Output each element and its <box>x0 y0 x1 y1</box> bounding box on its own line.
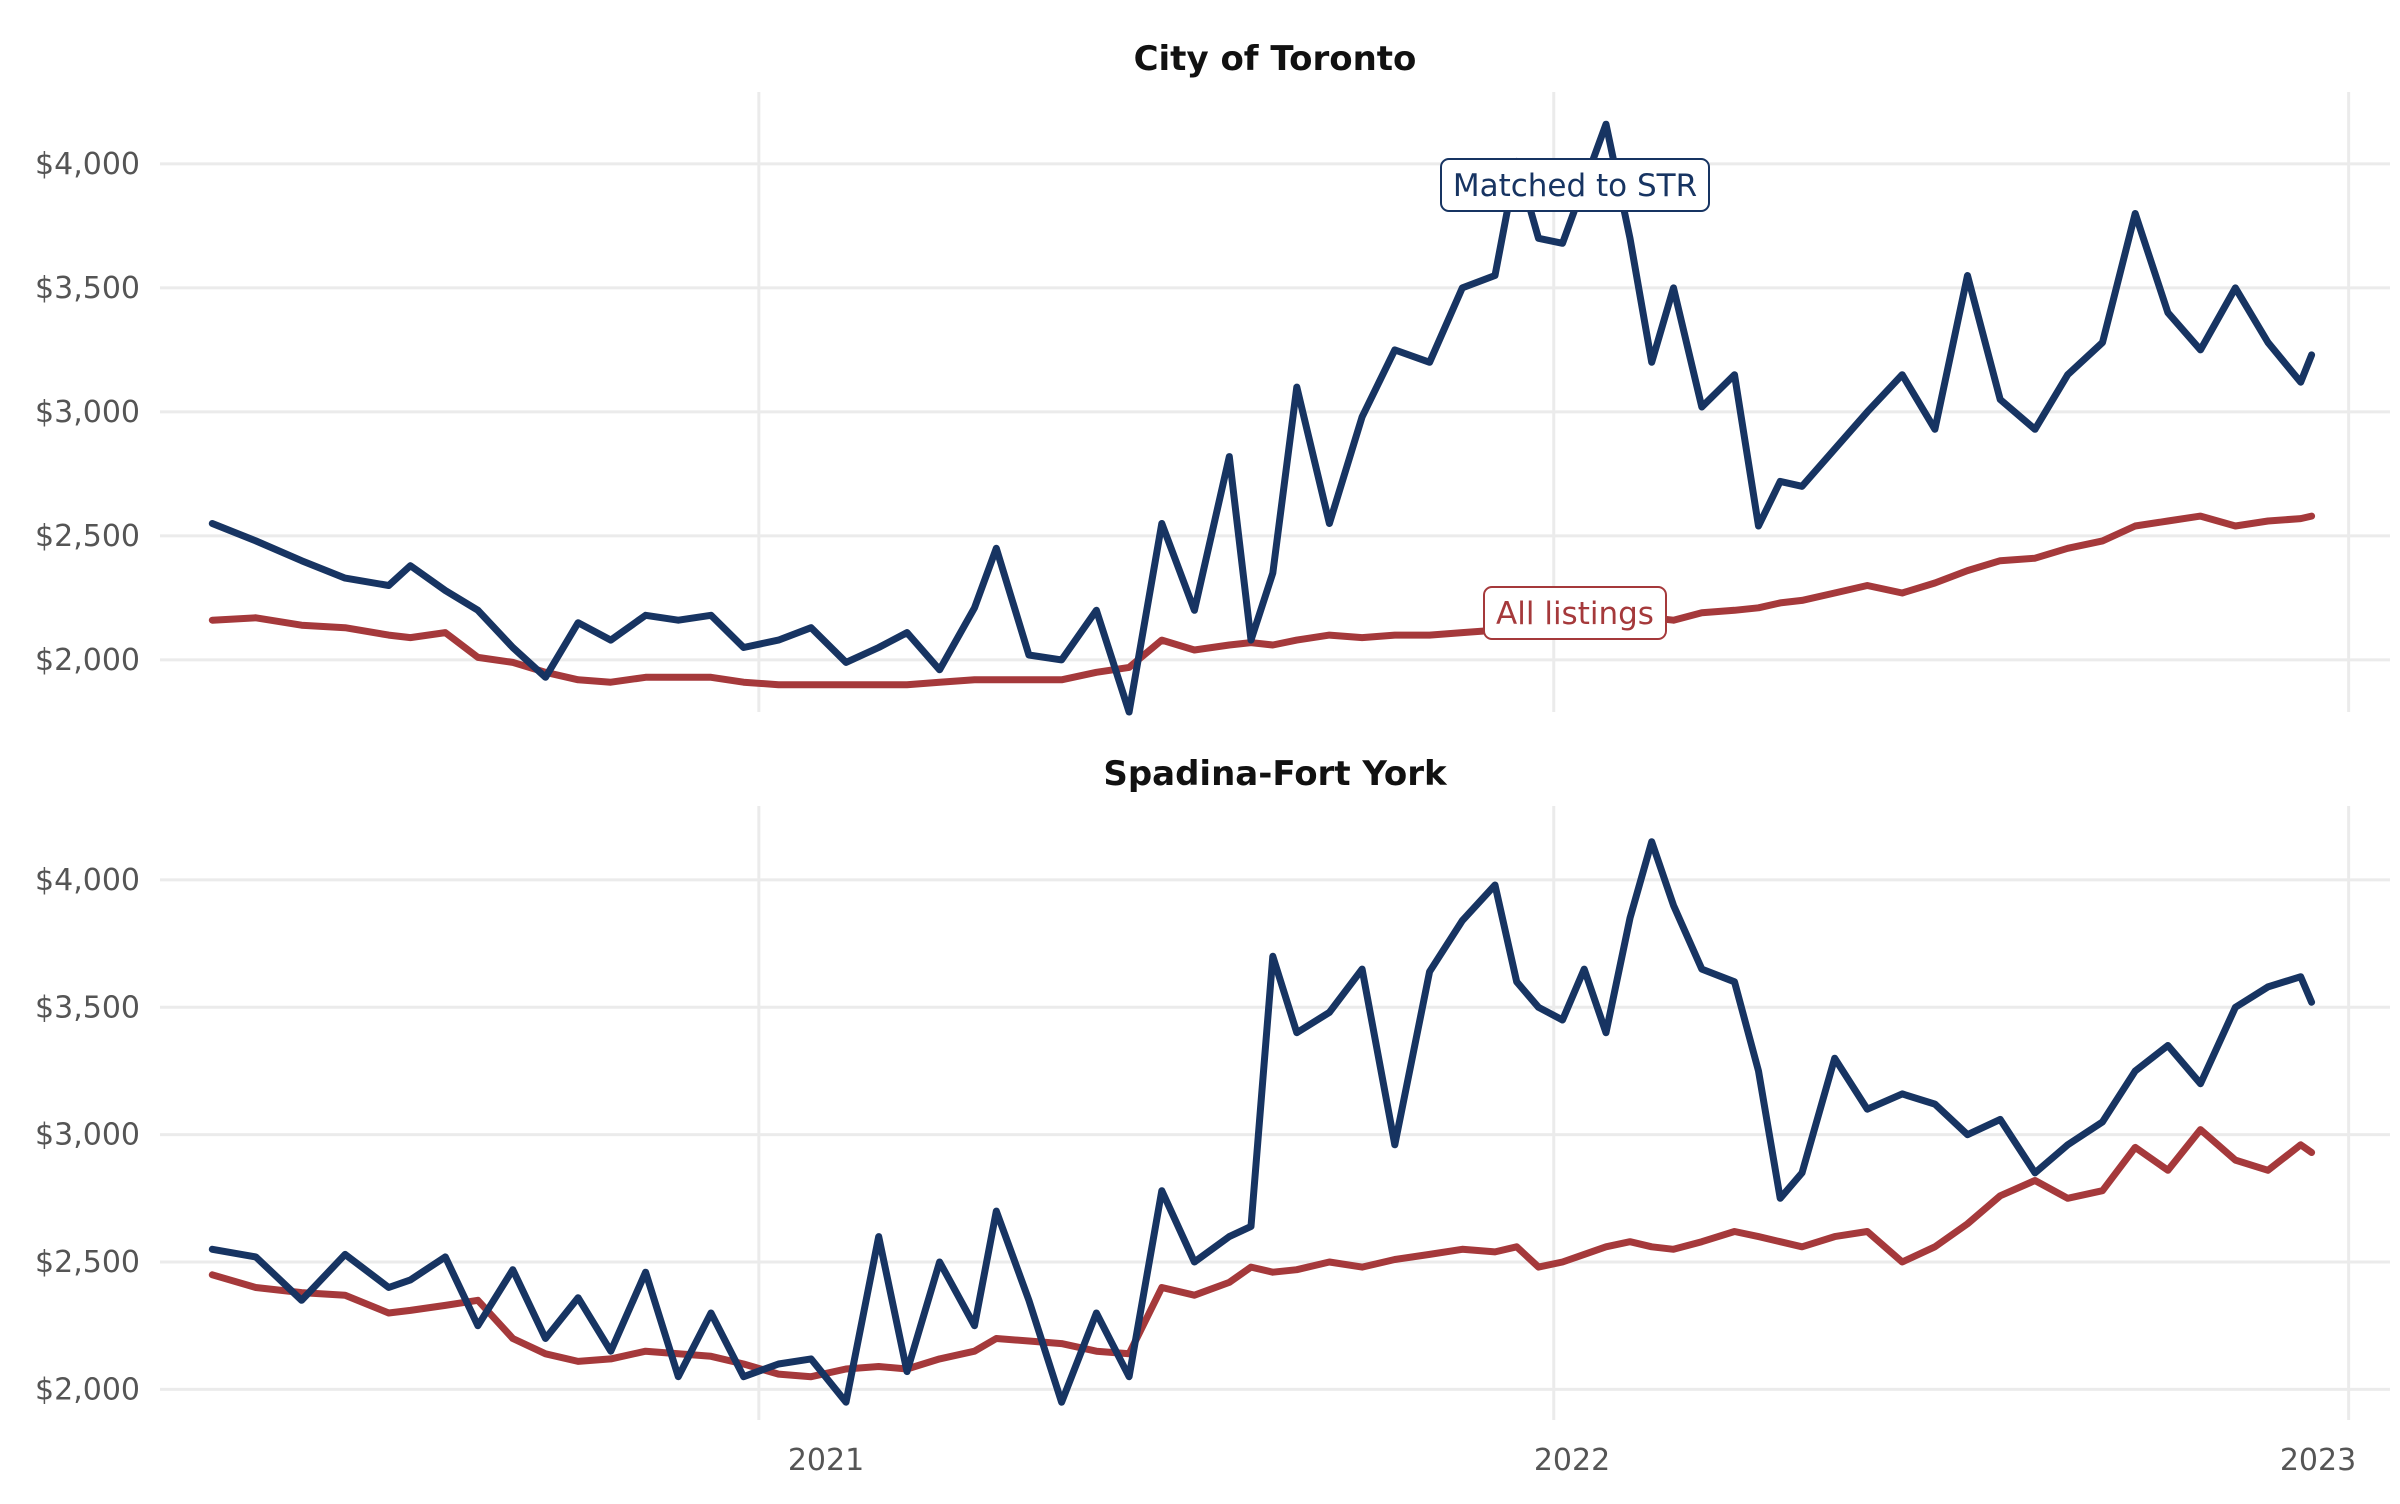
x-axis-tick-labels: 2021 2022 2023 <box>788 1443 2356 1478</box>
y-tick-label: $2,000 <box>35 643 140 678</box>
y-tick-label: $3,500 <box>35 271 140 306</box>
annotations: Matched to STR All listings <box>1440 158 1710 640</box>
x-tick-label: 2022 <box>1534 1443 1610 1478</box>
y-tick-label: $2,000 <box>35 1372 140 1407</box>
series-line-matched-to-str <box>208 120 2316 716</box>
panel-title: Spadina-Fort York <box>1103 754 1448 794</box>
all-listings-label: All listings <box>1496 596 1654 632</box>
panel-spadina-fort-york: Spadina-Fort York $2,000 $2,500 $3,000 $3,5… <box>35 754 2390 1420</box>
y-tick-label: $3,000 <box>35 1118 140 1153</box>
all-listings-label-box <box>1483 586 1667 640</box>
y-tick-label: $4,000 <box>35 863 140 898</box>
x-tick-label: 2021 <box>788 1443 864 1478</box>
x-tick-label: 2023 <box>2280 1443 2356 1478</box>
gridlines <box>160 806 2390 1420</box>
y-tick-label: $2,500 <box>35 1245 140 1280</box>
panel-title: City of Toronto <box>1134 39 1417 79</box>
series-line-all-listings <box>208 1126 2316 1381</box>
matched-label-box <box>1440 158 1710 212</box>
y-tick-label: $3,000 <box>35 395 140 430</box>
series-line-all-listings <box>208 512 2316 689</box>
y-tick-label: $4,000 <box>35 147 140 182</box>
y-tick-label: $3,500 <box>35 990 140 1025</box>
y-tick-label: $2,500 <box>35 519 140 554</box>
gridlines <box>160 92 2390 712</box>
panel-city-of-toronto: City of Toronto $2,000 $2,500 $3,000 $3,500… <box>35 39 2390 716</box>
series-line-matched-to-str <box>208 838 2316 1406</box>
matched-label: Matched to STR <box>1453 168 1697 204</box>
